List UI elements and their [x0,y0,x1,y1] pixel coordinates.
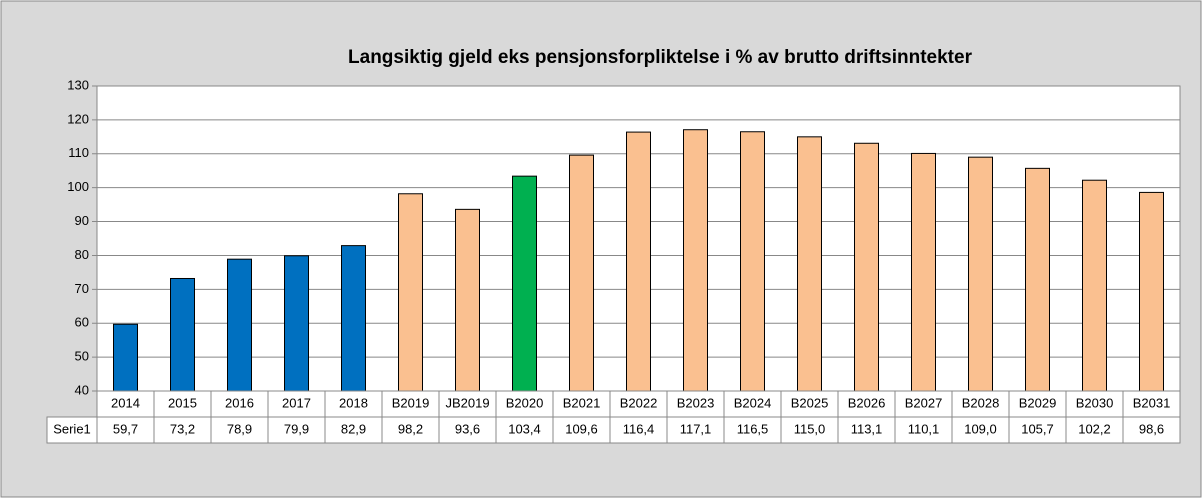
x-tick-label: B2023 [677,395,715,410]
table-cell [267,416,326,444]
bar [1082,179,1107,392]
table-cell [1065,390,1124,418]
table-cell [552,390,611,418]
y-tick-label: 50 [75,349,89,364]
data-label: 103,4 [508,421,541,436]
table-cell [780,390,839,418]
table-cell [495,390,554,418]
x-tick-label: B2031 [1133,395,1171,410]
bar [113,323,138,392]
y-tick-label: 40 [75,382,89,397]
y-tick-label: 130 [67,77,89,92]
bar [170,277,195,392]
y-tick-label: 70 [75,281,89,296]
data-label: 116,4 [623,421,655,436]
table-cell [210,416,269,444]
y-tick-label: 110 [68,145,89,160]
x-tick-label: B2021 [563,395,601,410]
bar [797,136,822,392]
table-cell [495,416,554,444]
table-cell [381,390,440,418]
y-tick-label: 60 [75,315,89,330]
x-tick-label: B2026 [848,395,886,410]
table-cell [438,416,497,444]
y-tick-label: 80 [75,247,89,262]
table-cell [1122,416,1181,444]
table-cell [96,416,155,444]
bar [968,156,993,392]
data-label: 59,7 [113,421,138,436]
data-label: 73,2 [170,421,195,436]
data-label: 116,5 [737,421,769,436]
table-cell [267,390,326,418]
bar [341,245,366,392]
table-cell [381,416,440,444]
data-label: 109,6 [565,421,598,436]
bar [569,154,594,392]
x-tick-label: 2015 [168,395,197,410]
table-cell [96,390,155,418]
table-cell [153,390,212,418]
bar [512,175,537,392]
table-cell [666,390,725,418]
series-name: Serie1 [53,421,91,436]
x-tick-label: 2016 [225,395,254,410]
y-tick-label: 120 [67,111,89,126]
table-cell [1065,416,1124,444]
bar [455,208,480,392]
table-cell [1008,416,1067,444]
x-tick-label: B2022 [620,395,658,410]
legend-cell [46,416,98,444]
data-label: 93,6 [455,421,480,436]
x-tick-label: B2024 [734,395,772,410]
data-label: 78,9 [227,421,252,436]
data-label: 115,0 [794,421,826,436]
x-tick-label: B2020 [506,395,544,410]
data-label: 109,0 [964,421,997,436]
data-label: 79,9 [284,421,309,436]
table-cell [552,416,611,444]
x-tick-label: B2028 [962,395,1000,410]
data-label: 117,1 [680,421,712,436]
x-tick-label: B2019 [392,395,430,410]
table-cell [666,416,725,444]
data-label: 98,2 [398,421,423,436]
x-tick-label: B2025 [791,395,829,410]
x-tick-label: 2017 [282,395,311,410]
x-tick-label: B2029 [1019,395,1057,410]
bar [626,131,651,392]
table-cell [894,416,953,444]
bar [284,255,309,392]
x-tick-label: B2030 [1076,395,1114,410]
bar [911,152,936,392]
x-tick-label: 2014 [111,395,140,410]
chart-title: Langsiktig gjeld eks pensjonsforpliktels… [348,47,973,68]
table-cell [723,416,782,444]
data-label: 110,1 [908,421,940,436]
y-tick-label: 100 [67,179,89,194]
bar [683,129,708,392]
table-cell [780,416,839,444]
table-cell [324,416,383,444]
bar [740,131,765,392]
x-tick-label: 2018 [339,395,368,410]
x-tick-label: B2027 [905,395,943,410]
bar [1025,167,1050,392]
table-cell [837,390,896,418]
x-tick-label: JB2019 [445,395,489,410]
data-label: 113,1 [851,421,883,436]
table-cell [153,416,212,444]
data-label: 82,9 [341,421,366,436]
data-label: 102,2 [1078,421,1111,436]
bar [854,142,879,392]
bar [227,258,252,392]
data-label: 105,7 [1021,421,1054,436]
bar [398,193,423,392]
data-label: 98,6 [1139,421,1164,436]
y-tick-label: 90 [75,213,89,228]
bar [1139,191,1164,392]
